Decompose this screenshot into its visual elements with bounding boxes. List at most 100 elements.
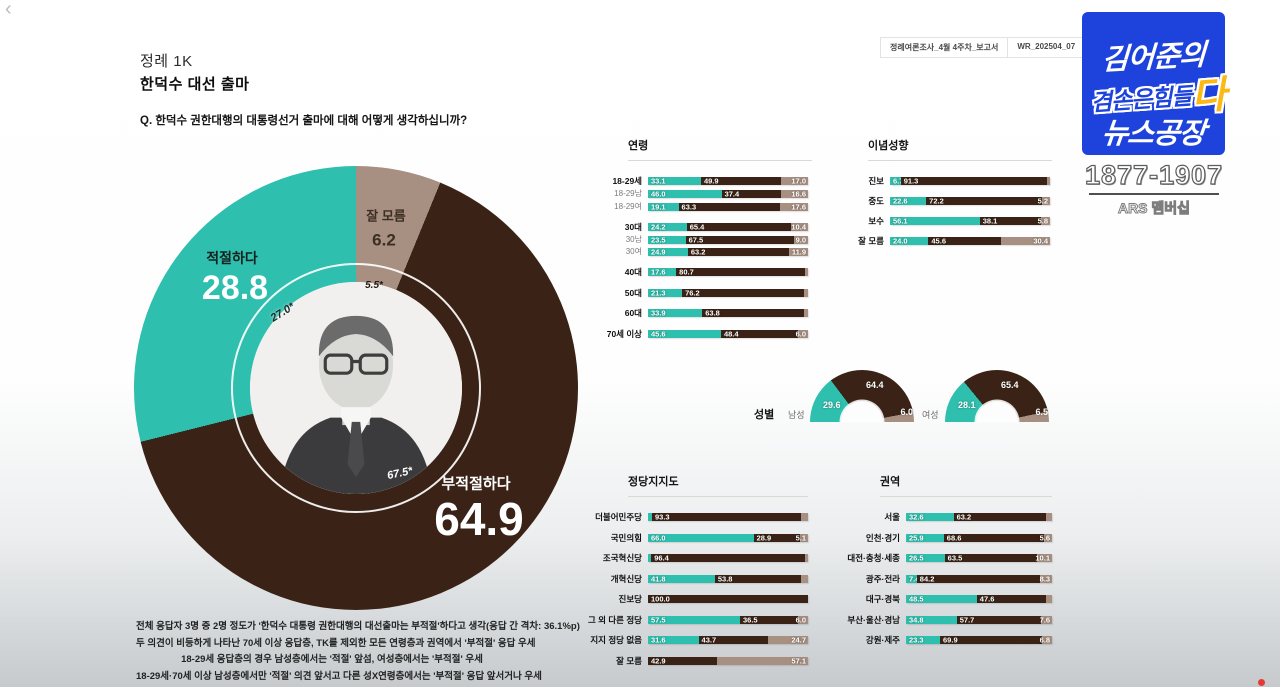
stacked-bar: 45.6 48.4 6.0 <box>648 329 808 338</box>
player-record-dot <box>1258 679 1265 686</box>
category-label: 18-29남 <box>614 189 642 198</box>
stacked-bar: 33.9 63.8 <box>648 309 808 318</box>
value-label: 17.6 <box>651 267 666 277</box>
stacked-bar: 24.2 65.4 10.4 <box>648 222 808 231</box>
value-label: 17.0 <box>791 176 806 186</box>
segment-agree: 45.6 <box>648 329 721 338</box>
category-label: 잘 모름 <box>858 236 884 246</box>
segment-agree: 46.0 <box>648 190 722 198</box>
segment-unsure <box>779 202 808 211</box>
segment-agree: 66.0 <box>648 533 754 542</box>
segment-agree: 31.6 <box>648 636 699 645</box>
han-duck-soo-portrait <box>250 282 462 494</box>
value-label: 5.2 <box>1037 196 1048 206</box>
value-label: 45.6 <box>651 329 666 338</box>
bar-row: 광주·전라 7.4 84.2 8.3 <box>808 574 1052 584</box>
bar-row: 서울 32.6 63.2 <box>808 513 1052 522</box>
bar-row: 진보 6.7 91.3 <box>830 177 1052 186</box>
segment-unsure <box>1001 237 1050 246</box>
segment-agree: 6.7 <box>890 176 904 186</box>
stacked-bar: 100.0 <box>648 595 808 604</box>
bar-row: 조국혁신당 96.4 <box>560 554 810 563</box>
value-label: 80.7 <box>679 267 694 277</box>
back-chevron-icon[interactable]: ‹ <box>5 0 12 20</box>
segment-disagree: 63.3 <box>678 202 780 211</box>
value-label: 24.7 <box>791 635 806 645</box>
segment-disagree: 53.8 <box>714 574 801 583</box>
stacked-bar: 42.9 57.1 <box>648 656 808 665</box>
value-label: 17.6 <box>791 201 806 211</box>
segment-agree: 57.5 <box>648 615 740 624</box>
gender-male-hole <box>841 401 883 422</box>
bar-row: 30여 24.9 63.2 11.9 <box>567 248 812 256</box>
bar-row: 60대 33.9 63.8 <box>567 309 812 318</box>
section-title-age: 연령 <box>628 137 812 161</box>
segment-agree: 32.6 <box>906 512 954 522</box>
bar-row: 40대 17.6 80.7 <box>567 268 812 277</box>
segment-unsure <box>1041 197 1050 206</box>
value-label: 24.0 <box>893 236 908 246</box>
category-label: 조국혁신당 <box>602 553 642 563</box>
value-label: 10.1 <box>1035 553 1050 563</box>
report-tabs: 정례여론조사_4월 4주차_보고서 WR_202504_07 <box>880 37 1086 58</box>
segment-unsure <box>1040 615 1052 624</box>
value-label: 63.2 <box>956 512 972 522</box>
segment-disagree: 96.4 <box>651 553 806 563</box>
segment-agree: 24.2 <box>648 222 687 231</box>
gender-female-disagree-value: 65.4 <box>1001 380 1019 390</box>
bar-row: 30대 24.2 65.4 10.4 <box>567 222 812 232</box>
stacked-bar: 66.0 28.9 5.1 <box>648 533 808 542</box>
segment-agree: 21.3 <box>648 288 683 297</box>
value-label: 63.5 <box>947 553 963 563</box>
segment-disagree: 80.7 <box>676 267 806 277</box>
segment-agree: 22.6 <box>890 197 927 206</box>
value-label: 8.3 <box>1039 574 1050 583</box>
segment-unsure <box>798 615 808 624</box>
value-label: 63.2 <box>690 247 706 257</box>
stacked-bar: 48.5 47.6 <box>906 594 1052 604</box>
segment-unsure <box>798 329 808 338</box>
bar-row: 50대 21.3 76.2 <box>567 288 812 298</box>
inner-ring-outline <box>231 263 481 513</box>
segment-unsure <box>803 288 808 297</box>
stacked-bar: 24.9 63.2 11.9 <box>648 248 808 256</box>
value-label: 6.7 <box>893 176 904 186</box>
value-label: 6.0 <box>795 615 806 624</box>
section-title-ideology: 이념성향 <box>868 137 1052 161</box>
region-rows: 서울 32.6 63.2 인천·경기 25.9 68.6 5.6 대전·충청·세종 26.5 63… <box>808 513 1053 645</box>
segment-unsure <box>801 513 808 522</box>
survey-question: Q. 한덕수 권한대행의 대통령선거 출마에 대해 어떻게 생각하십니까? <box>140 115 468 127</box>
segment-unsure <box>805 554 808 563</box>
segment-disagree: 47.6 <box>976 595 1047 604</box>
value-label: 5.6 <box>1039 533 1050 542</box>
stacked-bar: 23.5 67.5 9.0 <box>648 235 808 244</box>
value-label: 96.4 <box>654 553 669 563</box>
segment-unsure <box>805 268 808 277</box>
gender-female-label: 여성 <box>922 410 939 420</box>
section-title-region: 권역 <box>880 473 1052 497</box>
value-label: 30.4 <box>1033 236 1048 246</box>
value-label: 38.1 <box>982 216 998 226</box>
bar-row: 대구·경북 48.5 47.6 <box>808 595 1052 604</box>
segment-disagree: 28.9 <box>753 533 800 542</box>
summary-notes: 전체 응답자 3명 중 2명 정도가 '한덕수 대통령 권한대행의 대선출마는 … <box>136 619 580 685</box>
value-label: 48.5 <box>909 594 924 604</box>
ideology-rows: 진보 6.7 91.3 중도 22.6 72.2 5.2 보수 56.1 38.1 5.8 잘 모름 2… <box>830 177 1052 246</box>
value-label: 49.9 <box>703 176 719 186</box>
value-label: 16.6 <box>791 189 806 199</box>
value-label: 57.5 <box>651 615 666 624</box>
bar-row: 30남 23.5 67.5 9.0 <box>567 235 812 244</box>
value-label: 26.5 <box>909 553 924 563</box>
value-label: 32.6 <box>909 512 924 522</box>
gender-female-unsure-value: 6.5 <box>1035 407 1048 417</box>
bar-row: 그 외 다른 정당 57.5 36.5 6.0 <box>560 615 810 625</box>
segment-unsure <box>1046 595 1052 604</box>
age-bar-section: 연령 18-29세 33.1 49.9 17.0 18-29남 46.0 37.4 16.6 1… <box>567 137 812 338</box>
bar-row: 인천·경기 25.9 68.6 5.6 <box>808 533 1053 543</box>
value-label: 91.3 <box>903 176 919 186</box>
unsure-value: 6.2 <box>372 230 396 250</box>
value-label: 10.4 <box>791 222 806 231</box>
value-label: 46.0 <box>651 189 666 199</box>
segment-disagree: 45.6 <box>928 237 1002 246</box>
value-label: 11.9 <box>791 247 806 257</box>
